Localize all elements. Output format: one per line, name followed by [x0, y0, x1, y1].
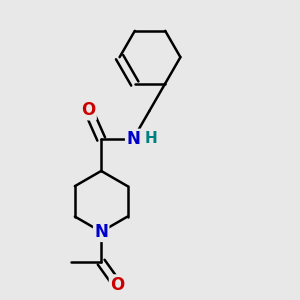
Text: H: H	[144, 131, 157, 146]
Text: O: O	[81, 101, 95, 119]
Text: O: O	[110, 276, 124, 294]
Text: N: N	[94, 223, 108, 241]
Text: N: N	[126, 130, 140, 148]
